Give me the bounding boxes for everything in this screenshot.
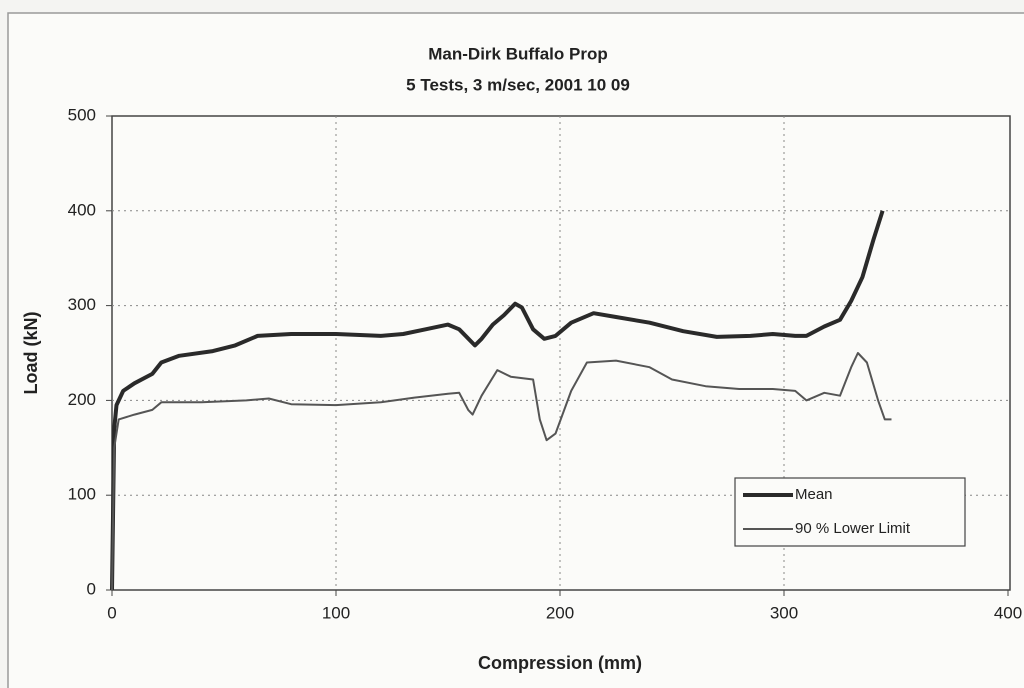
legend-label: Mean <box>795 486 833 503</box>
chart-frame <box>7 12 1024 688</box>
y-tick-label: 0 <box>87 579 96 598</box>
line-series <box>111 352 892 591</box>
y-tick-label: 200 <box>68 390 96 409</box>
y-tick-label: 300 <box>68 295 96 314</box>
x-tick-label: 200 <box>546 603 574 622</box>
chart-subtitle: 5 Tests, 3 m/sec, 2001 10 09 <box>406 75 630 94</box>
x-tick-label: 300 <box>770 603 798 622</box>
line-series <box>110 210 885 591</box>
y-tick-label: 500 <box>68 105 96 124</box>
legend-box <box>734 477 966 547</box>
y-tick-label: 100 <box>68 485 96 504</box>
y-axis-label: Load (kN) <box>21 311 41 394</box>
chart-title: Man-Dirk Buffalo Prop <box>428 44 607 63</box>
legend-label: 90 % Lower Limit <box>795 520 911 537</box>
plot-frame <box>111 115 1011 591</box>
x-tick-label: 100 <box>322 603 350 622</box>
x-tick-label: 400 <box>994 603 1022 622</box>
x-tick-label: 0 <box>107 603 116 622</box>
y-tick-label: 400 <box>68 200 96 219</box>
x-axis-label: Compression (mm) <box>478 653 642 673</box>
